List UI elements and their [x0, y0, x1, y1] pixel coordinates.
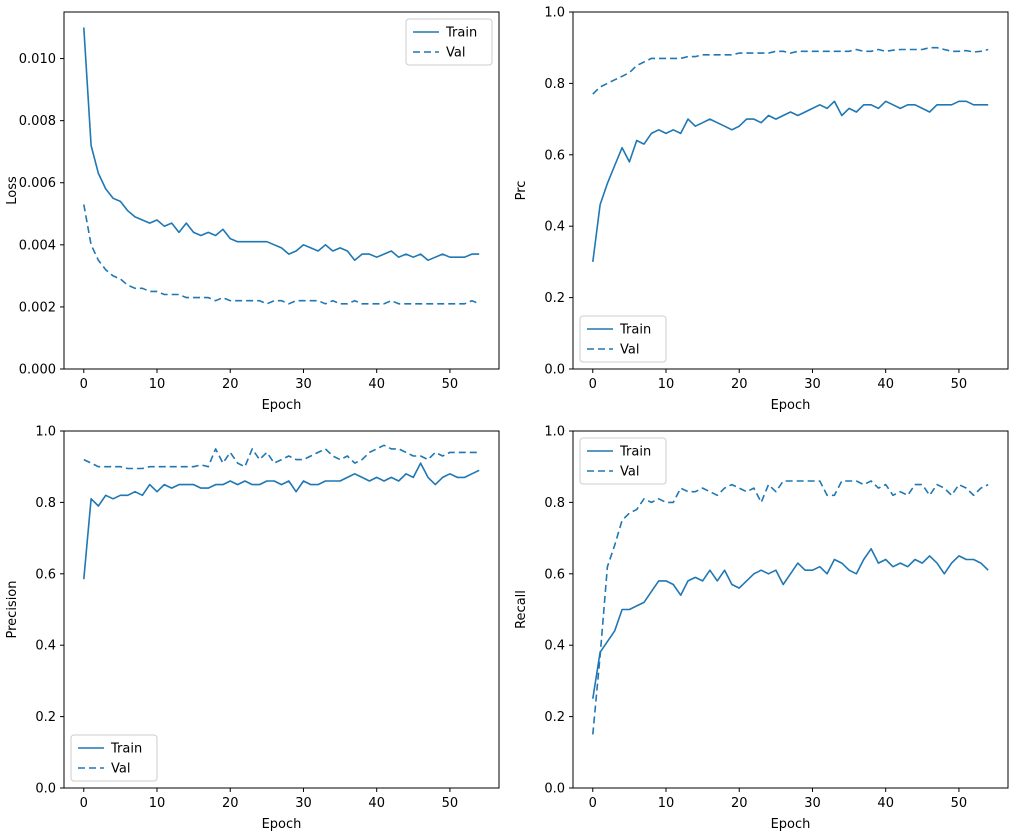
y-tick-label: 0.2 [544, 710, 565, 725]
prc-chart-cell: 0 10 20 30 40 50 0.0 0.2 0.4 0.6 0.8 1.0 Epoch Prc Tra… [509, 0, 1018, 419]
y-axis-label: Loss [5, 176, 20, 205]
y-tick-label: 0.0 [544, 782, 565, 797]
legend-val-label: Val [446, 46, 465, 61]
legend: Train Val [405, 18, 493, 66]
y-tick-label: 0.008 [19, 114, 56, 129]
y-tick-label: 0.6 [544, 567, 565, 582]
y-tick-label: 0.006 [19, 176, 56, 191]
y-tick-label: 0.4 [544, 639, 565, 654]
x-axis-label: Epoch [771, 817, 811, 832]
prc-chart: 0 10 20 30 40 50 0.0 0.2 0.4 0.6 0.8 1.0 Epoch Prc Tra… [514, 6, 1009, 413]
x-tick-label: 10 [658, 796, 675, 811]
y-tick-label: 0.2 [544, 291, 565, 306]
legend-frame [70, 734, 158, 782]
x-tick-label: 20 [731, 796, 748, 811]
legend: Train Val [579, 437, 667, 485]
y-tick-label: 0.4 [544, 220, 565, 235]
y-tick-label: 0.000 [19, 363, 56, 378]
x-tick-label: 30 [295, 377, 312, 392]
axes-frame [63, 11, 500, 370]
y-tick-label: 0.002 [19, 300, 56, 315]
x-axis-label: Epoch [262, 398, 302, 413]
val-line [592, 46, 989, 95]
x-tick-label: 0 [589, 796, 597, 811]
val-line [83, 204, 480, 305]
x-axis-label: Epoch [771, 398, 811, 413]
legend-val-label: Val [620, 343, 639, 358]
x-tick-label: 50 [442, 796, 459, 811]
x-tick-label: 30 [295, 796, 312, 811]
legend-train-label: Train [110, 742, 142, 757]
x-tick-label: 10 [149, 377, 166, 392]
legend-frame [579, 437, 667, 485]
legend-train-label: Train [619, 445, 651, 460]
y-tick-label: 0.004 [19, 238, 56, 253]
x-tick-label: 20 [731, 377, 748, 392]
x-tick-label: 40 [877, 796, 894, 811]
y-tick-label: 0.6 [544, 148, 565, 163]
y-tick-label: 0.0 [544, 363, 565, 378]
x-tick-label: 0 [80, 796, 88, 811]
y-tick-label: 0.010 [19, 52, 56, 67]
y-tick-label: 0.4 [35, 639, 56, 654]
x-tick-label: 50 [951, 377, 968, 392]
y-axis-label: Recall [514, 590, 529, 629]
recall-chart-cell: 0 10 20 30 40 50 0.0 0.2 0.4 0.6 0.8 1.0 Epoch Recall… [509, 419, 1018, 838]
y-tick-label: 1.0 [544, 6, 565, 21]
y-tick-label: 1.0 [544, 425, 565, 440]
x-tick-label: 30 [804, 796, 821, 811]
y-axis-label: Precision [5, 580, 20, 638]
val-line [83, 444, 480, 470]
train-line [592, 100, 989, 263]
y-tick-label: 0.8 [35, 496, 56, 511]
x-tick-label: 0 [589, 377, 597, 392]
y-axis-label: Prc [514, 181, 529, 201]
x-tick-label: 20 [222, 796, 239, 811]
loss-chart: 0 10 20 30 40 50 0.000 0.002 0.004 0.006 0.008 0.01… [5, 11, 500, 413]
precision-chart-cell: 0 10 20 30 40 50 0.0 0.2 0.4 0.6 0.8 1.0 Epoch Precis… [0, 419, 509, 838]
y-tick-label: 0.0 [35, 782, 56, 797]
recall-chart: 0 10 20 30 40 50 0.0 0.2 0.4 0.6 0.8 1.0 Epoch Recall… [514, 425, 1009, 832]
x-tick-label: 10 [149, 796, 166, 811]
y-tick-label: 0.8 [544, 77, 565, 92]
x-tick-label: 50 [951, 796, 968, 811]
y-tick-label: 0.2 [35, 710, 56, 725]
axes-frame [63, 430, 500, 789]
legend: Train Val [579, 315, 667, 363]
y-tick-label: 1.0 [35, 425, 56, 440]
legend-frame [579, 315, 667, 363]
precision-chart: 0 10 20 30 40 50 0.0 0.2 0.4 0.6 0.8 1.0 Epoch Precis… [5, 425, 500, 832]
axes-frame [572, 11, 1009, 370]
legend-train-label: Train [619, 323, 651, 338]
y-tick-label: 0.8 [544, 496, 565, 511]
y-tick-label: 0.6 [35, 567, 56, 582]
x-tick-label: 40 [368, 377, 385, 392]
legend-val-label: Val [111, 762, 130, 777]
loss-chart-cell: 0 10 20 30 40 50 0.000 0.002 0.004 0.006 0.008 0.01… [0, 0, 509, 419]
x-tick-label: 30 [804, 377, 821, 392]
legend-frame [405, 18, 493, 66]
x-axis-label: Epoch [262, 817, 302, 832]
x-tick-label: 20 [222, 377, 239, 392]
legend: Train Val [70, 734, 158, 782]
val-line [592, 480, 989, 735]
train-line [592, 548, 989, 699]
x-tick-label: 50 [442, 377, 459, 392]
x-tick-label: 10 [658, 377, 675, 392]
legend-train-label: Train [445, 26, 477, 41]
train-line [83, 462, 480, 580]
x-tick-label: 40 [877, 377, 894, 392]
x-tick-label: 40 [368, 796, 385, 811]
x-tick-label: 0 [80, 377, 88, 392]
axes-frame [572, 430, 1009, 789]
legend-val-label: Val [620, 465, 639, 480]
train-line [83, 27, 480, 262]
